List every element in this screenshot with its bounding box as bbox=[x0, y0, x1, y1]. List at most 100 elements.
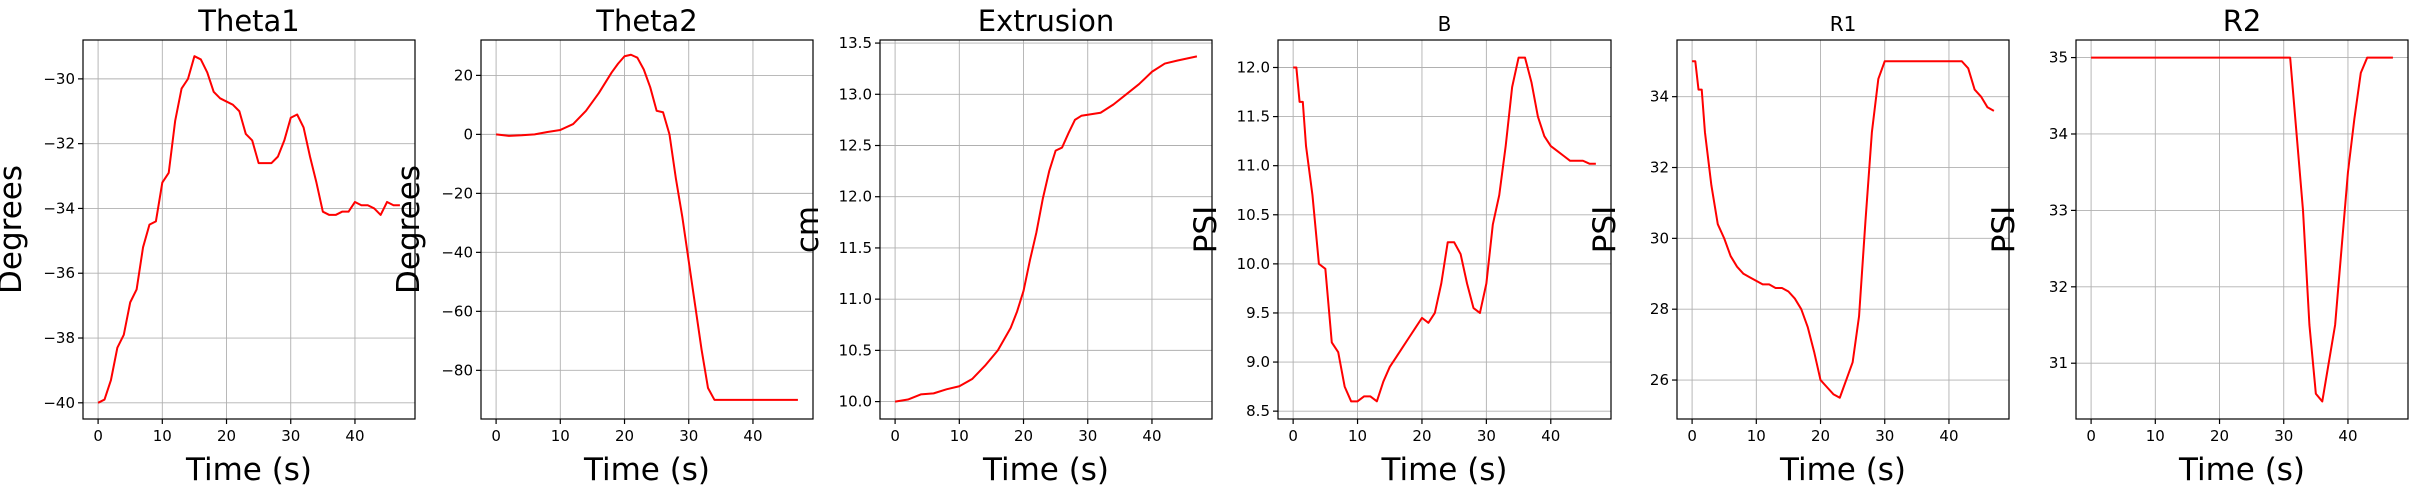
y-tick-label-3: 32 bbox=[1650, 159, 1669, 177]
y-axis-label: Degrees bbox=[391, 165, 427, 294]
y-tick-label-4: −32 bbox=[43, 135, 75, 153]
y-tick-label-3: −34 bbox=[43, 199, 75, 217]
y-tick-label-0: 31 bbox=[2049, 354, 2068, 372]
chart-title: Theta1 bbox=[197, 4, 300, 38]
x-tick-label-4: 40 bbox=[1142, 427, 1161, 445]
series-line bbox=[1692, 60, 1995, 399]
series-line bbox=[2091, 56, 2393, 403]
y-axis-label: PSI bbox=[1986, 206, 2022, 254]
y-axis-label: Degrees bbox=[0, 165, 29, 294]
chart-panel-4: 0 10 20 30 40 8.5 9.0 9.5 10.0 10.5 11.0 11.5 12.0 B T… bbox=[1188, 12, 1612, 488]
x-tick-label-4: 40 bbox=[743, 427, 762, 445]
x-tick-label-3: 30 bbox=[1078, 427, 1097, 445]
x-tick-label-3: 30 bbox=[679, 427, 698, 445]
x-tick-label-0: 0 bbox=[93, 427, 103, 445]
chart-panel-3: 0 10 20 30 40 10.0 10.5 11.0 11.5 12.0 12.5 13.0 13.… bbox=[790, 4, 1213, 488]
y-tick-label-2: 33 bbox=[2049, 201, 2068, 219]
y-tick-label-5: −30 bbox=[43, 70, 75, 88]
y-tick-label-3: 11.5 bbox=[839, 239, 872, 257]
x-tick-label-2: 20 bbox=[2210, 427, 2229, 445]
x-tick-label-1: 10 bbox=[950, 427, 969, 445]
y-tick-label-0: 26 bbox=[1650, 371, 1669, 389]
x-tick-label-0: 0 bbox=[491, 427, 501, 445]
y-tick-label-2: 9.5 bbox=[1246, 304, 1270, 322]
x-axis-label: Time (s) bbox=[185, 452, 312, 488]
x-tick-label-4: 40 bbox=[2338, 427, 2357, 445]
y-tick-label-4: 34 bbox=[1650, 88, 1669, 106]
x-tick-label-0: 0 bbox=[890, 427, 900, 445]
y-tick-label-1: 32 bbox=[2049, 278, 2068, 296]
y-tick-label-3: 34 bbox=[2049, 125, 2068, 143]
chart-panel-2: 0 10 20 30 40 −80 −60 −40 −20 0 20 Theta2 Time (s) De… bbox=[391, 4, 814, 488]
chart-panel-6: 0 10 20 30 40 31 32 33 34 35 R2 Time (s) PSI bbox=[1986, 4, 2409, 488]
y-tick-label-4: 0 bbox=[463, 125, 473, 143]
chart-panel-5: 0 10 20 30 40 26 28 30 32 34 R1 Time (s) PSI bbox=[1587, 12, 2010, 488]
x-tick-label-1: 10 bbox=[2146, 427, 2165, 445]
y-tick-label-7: 13.5 bbox=[839, 34, 872, 52]
y-tick-label-6: 13.0 bbox=[839, 85, 872, 103]
x-tick-label-4: 40 bbox=[1939, 427, 1958, 445]
y-tick-label-1: 28 bbox=[1650, 300, 1669, 318]
chart-title: Extrusion bbox=[978, 4, 1114, 38]
y-tick-label-2: −40 bbox=[441, 243, 473, 261]
y-tick-label-2: 30 bbox=[1650, 229, 1669, 247]
y-tick-label-0: 8.5 bbox=[1246, 402, 1270, 420]
x-tick-label-4: 40 bbox=[1541, 427, 1560, 445]
axes-frame bbox=[82, 39, 416, 420]
x-tick-label-3: 30 bbox=[1477, 427, 1496, 445]
y-tick-label-3: −20 bbox=[441, 184, 473, 202]
y-axis-label: PSI bbox=[1188, 206, 1224, 254]
y-tick-label-0: 10.0 bbox=[839, 393, 872, 411]
x-tick-label-0: 0 bbox=[1288, 427, 1298, 445]
series-line bbox=[495, 53, 798, 401]
y-tick-label-3: 10.0 bbox=[1237, 255, 1270, 273]
y-tick-label-2: 11.0 bbox=[839, 290, 872, 308]
y-tick-label-0: −40 bbox=[43, 394, 75, 412]
x-tick-label-1: 10 bbox=[153, 427, 172, 445]
series-line bbox=[894, 55, 1198, 403]
y-tick-label-1: −60 bbox=[441, 302, 473, 320]
x-tick-label-3: 30 bbox=[281, 427, 300, 445]
x-axis-label: Time (s) bbox=[982, 452, 1109, 488]
axes-frame bbox=[480, 39, 814, 420]
y-tick-label-6: 11.5 bbox=[1237, 108, 1270, 126]
axes-frame bbox=[2075, 39, 2409, 420]
y-tick-label-5: 20 bbox=[454, 66, 473, 84]
x-axis-label: Time (s) bbox=[1779, 452, 1906, 488]
x-axis-label: Time (s) bbox=[583, 452, 710, 488]
axes-frame bbox=[1676, 39, 2010, 420]
chart-title: R2 bbox=[2223, 4, 2262, 38]
x-axis-label: Time (s) bbox=[2178, 452, 2305, 488]
chart-title: R1 bbox=[1830, 12, 1857, 36]
x-tick-label-1: 10 bbox=[1747, 427, 1766, 445]
chart-title: Theta2 bbox=[595, 4, 698, 38]
chart-panel-1: 0 10 20 30 40 −40 −38 −36 −34 −32 −30 Theta1 Time (s… bbox=[0, 4, 416, 488]
y-tick-label-1: 10.5 bbox=[839, 341, 872, 359]
y-tick-label-0: −80 bbox=[441, 361, 473, 379]
x-tick-label-1: 10 bbox=[551, 427, 570, 445]
y-tick-label-2: −36 bbox=[43, 264, 75, 282]
y-axis-label: PSI bbox=[1587, 206, 1623, 254]
series-line bbox=[1293, 56, 1596, 403]
x-tick-label-3: 30 bbox=[1875, 427, 1894, 445]
x-tick-label-1: 10 bbox=[1348, 427, 1367, 445]
y-tick-label-5: 11.0 bbox=[1237, 157, 1270, 175]
y-tick-label-7: 12.0 bbox=[1237, 58, 1270, 76]
axes-frame bbox=[1277, 39, 1612, 420]
y-tick-label-1: −38 bbox=[43, 329, 75, 347]
y-tick-label-5: 12.5 bbox=[839, 137, 872, 155]
x-axis-label: Time (s) bbox=[1380, 452, 1507, 488]
y-tick-label-4: 10.5 bbox=[1237, 206, 1270, 224]
x-tick-label-2: 20 bbox=[217, 427, 236, 445]
x-tick-label-2: 20 bbox=[615, 427, 634, 445]
y-axis-label: cm bbox=[790, 206, 826, 253]
x-tick-label-2: 20 bbox=[1412, 427, 1431, 445]
x-tick-label-2: 20 bbox=[1014, 427, 1033, 445]
y-tick-label-1: 9.0 bbox=[1246, 353, 1270, 371]
x-tick-label-0: 0 bbox=[2086, 427, 2096, 445]
series-line bbox=[97, 55, 400, 404]
x-tick-label-3: 30 bbox=[2274, 427, 2293, 445]
chart-title: B bbox=[1438, 12, 1452, 36]
x-tick-label-2: 20 bbox=[1811, 427, 1830, 445]
